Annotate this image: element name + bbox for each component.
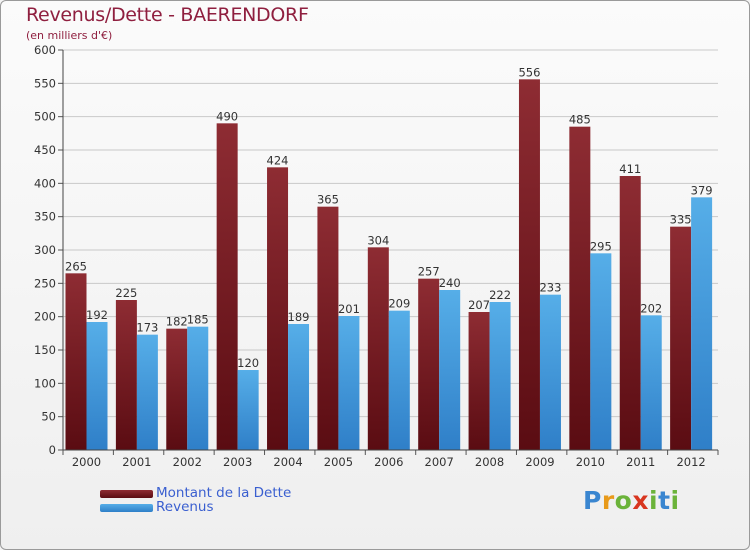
- x-tick-label: 2002: [173, 455, 202, 469]
- bar-dette: [468, 312, 490, 450]
- x-tick-label: 2005: [324, 455, 353, 469]
- data-label: 202: [640, 301, 662, 315]
- bar-dette: [418, 278, 440, 450]
- bar-revenus: [640, 315, 662, 450]
- value-labels: 265 192 225 173 182 185 490 120 424 189 365 201 304 2…: [65, 65, 713, 370]
- bar-dette: [670, 226, 692, 450]
- data-label: 257: [418, 265, 440, 279]
- y-tick-label: 250: [34, 276, 56, 290]
- proxiti-logo: Proxiti: [583, 486, 680, 515]
- bar-dette: [65, 273, 87, 450]
- y-axis-tick-labels: 0 50 100 150 200 250 300 350 400 450 500 550 600: [34, 43, 56, 457]
- bar-dette: [619, 176, 641, 450]
- x-tick-label: 2011: [626, 455, 655, 469]
- bar-revenus: [439, 290, 461, 450]
- logo-letter: i: [649, 486, 659, 515]
- x-tick-label: 2000: [72, 455, 101, 469]
- bar-dette: [166, 328, 188, 450]
- data-label: 485: [569, 113, 591, 127]
- data-label: 265: [65, 259, 87, 273]
- logo-letter: i: [670, 486, 680, 515]
- logo-letter: t: [658, 486, 671, 515]
- x-axis-tick-labels: 2000 2001 2002 2003 2004 2005 2006 2007 2008 2009…: [72, 455, 706, 469]
- data-label: 365: [317, 193, 339, 207]
- legend-swatch-revenus: [100, 504, 153, 512]
- x-tick-label: 2001: [122, 455, 151, 469]
- x-tick-label: 2009: [525, 455, 554, 469]
- logo-letter: r: [601, 486, 615, 515]
- bars: [65, 79, 713, 451]
- bar-dette: [317, 206, 339, 450]
- data-label: 201: [338, 302, 360, 316]
- bar-revenus: [288, 324, 310, 450]
- bar-revenus: [388, 310, 410, 450]
- bar-revenus: [338, 316, 360, 450]
- y-tick-label: 600: [34, 43, 56, 57]
- data-label: 490: [216, 109, 238, 123]
- data-label: 295: [590, 239, 612, 253]
- x-tick-label: 2003: [223, 455, 252, 469]
- bar-dette: [115, 300, 137, 450]
- data-label: 182: [166, 315, 188, 329]
- logo-letter: P: [583, 486, 602, 515]
- y-tick-label: 400: [34, 176, 56, 190]
- axes: [62, 50, 719, 455]
- bar-revenus: [136, 334, 158, 450]
- x-tick-label: 2006: [374, 455, 403, 469]
- data-label: 240: [439, 276, 461, 290]
- legend-label-revenus: Revenus: [156, 499, 214, 515]
- bar-dette: [367, 247, 389, 450]
- bar-revenus: [86, 322, 108, 450]
- data-label: 209: [388, 297, 410, 311]
- y-tick-label: 0: [49, 443, 56, 457]
- data-label: 335: [670, 213, 692, 227]
- y-tick-label: 500: [34, 110, 56, 124]
- data-label: 185: [187, 313, 209, 327]
- data-label: 192: [86, 308, 108, 322]
- data-label: 304: [367, 233, 389, 247]
- logo-letter: x: [632, 486, 649, 515]
- y-tick-label: 350: [34, 210, 56, 224]
- x-tick-label: 2007: [425, 455, 454, 469]
- bar-revenus: [187, 326, 209, 450]
- bar-revenus: [691, 197, 713, 450]
- legend-label-dette: Montant de la Dette: [156, 485, 292, 501]
- logo-letter: o: [614, 486, 633, 515]
- x-tick-label: 2008: [475, 455, 504, 469]
- data-label: 222: [489, 288, 511, 302]
- chart-title: Revenus/Dette - BAERENDORF: [26, 4, 309, 26]
- data-label: 379: [691, 183, 713, 197]
- data-label: 173: [136, 321, 158, 335]
- y-tick-label: 300: [34, 243, 56, 257]
- data-label: 424: [267, 153, 289, 167]
- bar-dette: [569, 126, 591, 451]
- x-tick-label: 2010: [576, 455, 605, 469]
- data-label: 233: [539, 281, 561, 295]
- data-label: 207: [468, 298, 490, 312]
- bar-revenus: [489, 302, 511, 450]
- legend-swatch-dette: [100, 490, 153, 498]
- y-tick-label: 200: [34, 310, 56, 324]
- data-label: 225: [115, 286, 137, 300]
- x-tick-label: 2012: [676, 455, 705, 469]
- x-tick-label: 2004: [273, 455, 302, 469]
- chart-subtitle: (en milliers d'€): [26, 29, 113, 42]
- data-label: 556: [518, 65, 540, 79]
- y-tick-label: 150: [34, 343, 56, 357]
- y-tick-label: 450: [34, 143, 56, 157]
- bar-revenus: [539, 294, 561, 450]
- bar-dette: [518, 79, 540, 450]
- data-label: 411: [619, 162, 641, 176]
- bar-revenus: [237, 370, 259, 450]
- data-label: 120: [237, 356, 259, 370]
- bar-dette: [267, 167, 289, 451]
- bar-revenus: [590, 253, 612, 450]
- y-tick-label: 50: [41, 410, 56, 424]
- y-tick-label: 100: [34, 376, 56, 390]
- data-label: 189: [288, 310, 310, 324]
- y-tick-label: 550: [34, 76, 56, 90]
- bar-dette: [216, 123, 238, 450]
